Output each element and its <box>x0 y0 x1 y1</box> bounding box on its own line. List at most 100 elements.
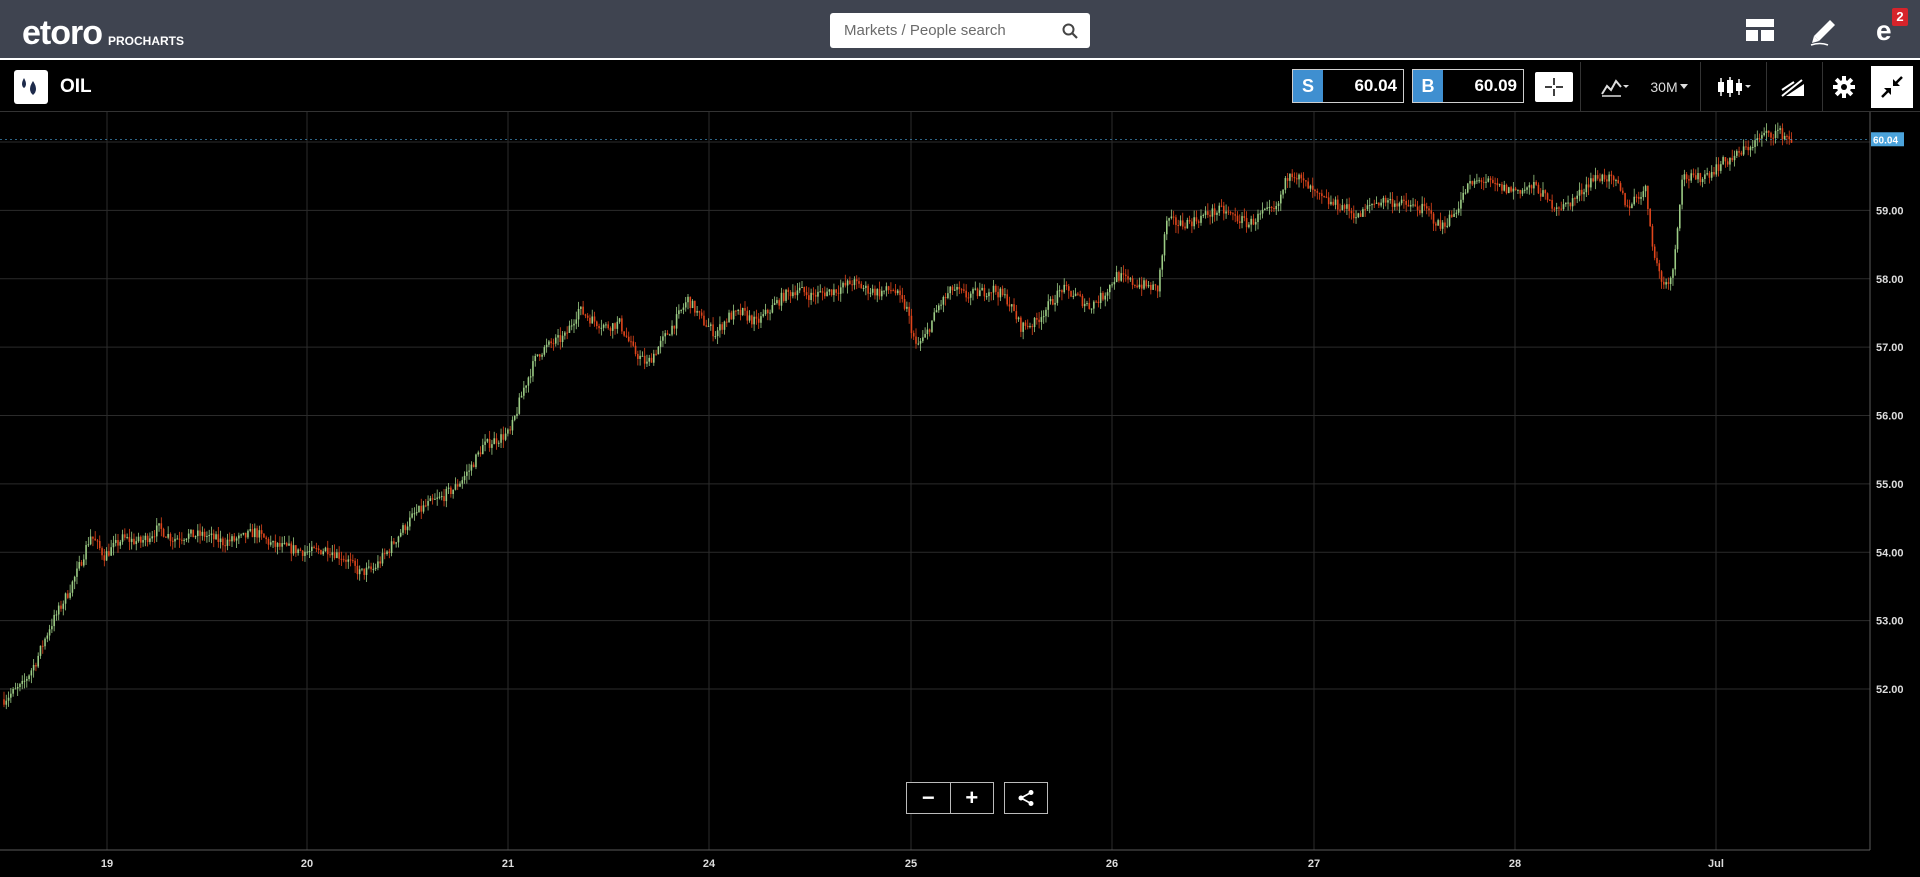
candle <box>641 351 644 357</box>
candle <box>662 330 664 347</box>
zoom-out-button[interactable]: − <box>907 783 951 813</box>
candle-body <box>1316 191 1319 193</box>
candle-body <box>199 530 201 536</box>
candle <box>787 287 790 300</box>
candle-body <box>963 289 965 291</box>
candle-body <box>618 318 621 322</box>
candle <box>69 584 71 600</box>
candle-body <box>798 287 801 291</box>
candle-body <box>48 629 51 636</box>
candle <box>1058 285 1061 298</box>
candle <box>744 301 746 316</box>
candle <box>1565 202 1567 207</box>
candle <box>121 529 124 545</box>
candle <box>757 313 760 329</box>
candle-body <box>917 343 920 345</box>
candle-body <box>837 292 840 294</box>
candlestick-chart-svg[interactable]: 59.0058.0057.0056.0055.0054.0053.0052.00… <box>0 112 1920 877</box>
candle <box>162 527 165 538</box>
candle <box>1508 186 1510 194</box>
candle <box>773 296 776 306</box>
y-tick-label: 55.00 <box>1876 479 1904 491</box>
sell-button[interactable]: S 60.04 <box>1292 69 1404 103</box>
candle-body <box>839 287 842 294</box>
candle <box>598 323 600 334</box>
candle <box>903 294 906 311</box>
candle-body <box>748 315 751 321</box>
search-box[interactable] <box>830 13 1090 48</box>
candle <box>924 327 926 338</box>
candle <box>178 531 181 548</box>
candle-body <box>988 292 990 297</box>
candle-body <box>1439 220 1442 229</box>
candle <box>1432 211 1435 232</box>
candle-body <box>1786 135 1788 137</box>
candle-body <box>51 626 53 630</box>
candle-body <box>153 536 156 538</box>
candle-body <box>1731 157 1734 161</box>
candle <box>260 524 263 540</box>
layout-icon[interactable] <box>1742 12 1778 48</box>
candle <box>1099 286 1102 309</box>
pencil-icon[interactable] <box>1806 12 1842 48</box>
candle <box>1619 181 1622 192</box>
candle <box>1713 166 1715 177</box>
candle <box>386 550 388 556</box>
candle <box>1788 130 1791 145</box>
candle <box>529 368 532 384</box>
candle <box>785 288 787 303</box>
candle <box>459 481 461 488</box>
candle <box>1352 205 1355 224</box>
candle <box>621 315 623 335</box>
candle <box>10 688 12 703</box>
candle-body <box>452 489 454 495</box>
candle-body <box>974 288 977 290</box>
candle <box>1033 317 1036 333</box>
share-button[interactable] <box>1004 782 1048 814</box>
indicators-button[interactable] <box>1590 62 1640 112</box>
candle <box>1633 188 1635 206</box>
etoro-notifications-icon[interactable]: e 2 <box>1870 8 1908 48</box>
candle-body <box>114 540 117 543</box>
settings-button[interactable] <box>1824 62 1864 112</box>
candle-body <box>1633 196 1635 205</box>
candle <box>135 536 138 551</box>
chart-type-dropdown[interactable] <box>1708 62 1760 112</box>
candle <box>80 559 83 567</box>
candle <box>938 303 940 313</box>
candle <box>1186 217 1189 229</box>
crosshair-button[interactable] <box>1534 62 1574 112</box>
etoro-logo[interactable]: etoro PROCHARTS <box>22 10 184 50</box>
candle-body <box>1001 288 1004 296</box>
candle-body <box>1223 205 1225 214</box>
search-icon[interactable] <box>1062 23 1078 39</box>
candle-body <box>1225 211 1227 214</box>
candle-body <box>550 341 552 344</box>
candle <box>57 602 60 621</box>
candle <box>197 524 199 543</box>
candle <box>267 537 270 550</box>
price-chart[interactable]: 59.00 58.00 57.00 56.00 55.00 54.00 53.00 52.00… <box>0 112 1920 877</box>
candle-body <box>851 284 853 286</box>
candle <box>1690 169 1692 183</box>
candle-body <box>995 285 997 292</box>
candle <box>1448 210 1451 228</box>
candle-body <box>1145 280 1148 287</box>
candle-body <box>714 336 717 338</box>
drawing-tools-button[interactable] <box>1770 62 1816 112</box>
candle-body <box>1770 132 1772 138</box>
zoom-in-button[interactable]: + <box>965 785 979 810</box>
candle-body <box>979 290 981 297</box>
search-input[interactable] <box>842 21 1062 40</box>
candle-body <box>1343 205 1346 209</box>
candle <box>1207 203 1209 218</box>
candle-body <box>828 289 831 292</box>
candle <box>675 306 678 336</box>
candle <box>981 283 983 291</box>
candle <box>1569 202 1572 210</box>
buy-button[interactable]: B 60.09 <box>1412 69 1524 103</box>
fullscreen-toggle-button[interactable] <box>1868 62 1916 112</box>
candle-body <box>1070 290 1072 297</box>
candle-body <box>477 452 480 455</box>
timeframe-dropdown[interactable]: 30M <box>1646 62 1692 112</box>
